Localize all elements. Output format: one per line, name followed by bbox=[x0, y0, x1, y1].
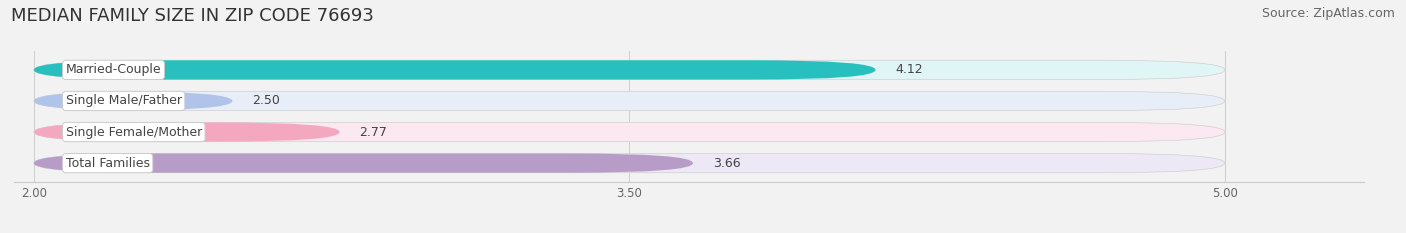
Text: Single Female/Mother: Single Female/Mother bbox=[66, 126, 202, 139]
FancyBboxPatch shape bbox=[34, 122, 340, 142]
FancyBboxPatch shape bbox=[34, 60, 876, 79]
Text: Single Male/Father: Single Male/Father bbox=[66, 94, 181, 107]
Text: Total Families: Total Families bbox=[66, 157, 149, 170]
Text: 2.50: 2.50 bbox=[252, 94, 280, 107]
Text: 4.12: 4.12 bbox=[896, 63, 922, 76]
FancyBboxPatch shape bbox=[34, 91, 1225, 111]
Text: MEDIAN FAMILY SIZE IN ZIP CODE 76693: MEDIAN FAMILY SIZE IN ZIP CODE 76693 bbox=[11, 7, 374, 25]
FancyBboxPatch shape bbox=[34, 122, 1225, 142]
Text: Married-Couple: Married-Couple bbox=[66, 63, 162, 76]
FancyBboxPatch shape bbox=[34, 154, 693, 173]
Text: 3.66: 3.66 bbox=[713, 157, 741, 170]
FancyBboxPatch shape bbox=[34, 154, 1225, 173]
Text: 2.77: 2.77 bbox=[360, 126, 387, 139]
Text: Source: ZipAtlas.com: Source: ZipAtlas.com bbox=[1261, 7, 1395, 20]
FancyBboxPatch shape bbox=[34, 60, 1225, 79]
FancyBboxPatch shape bbox=[34, 91, 232, 111]
